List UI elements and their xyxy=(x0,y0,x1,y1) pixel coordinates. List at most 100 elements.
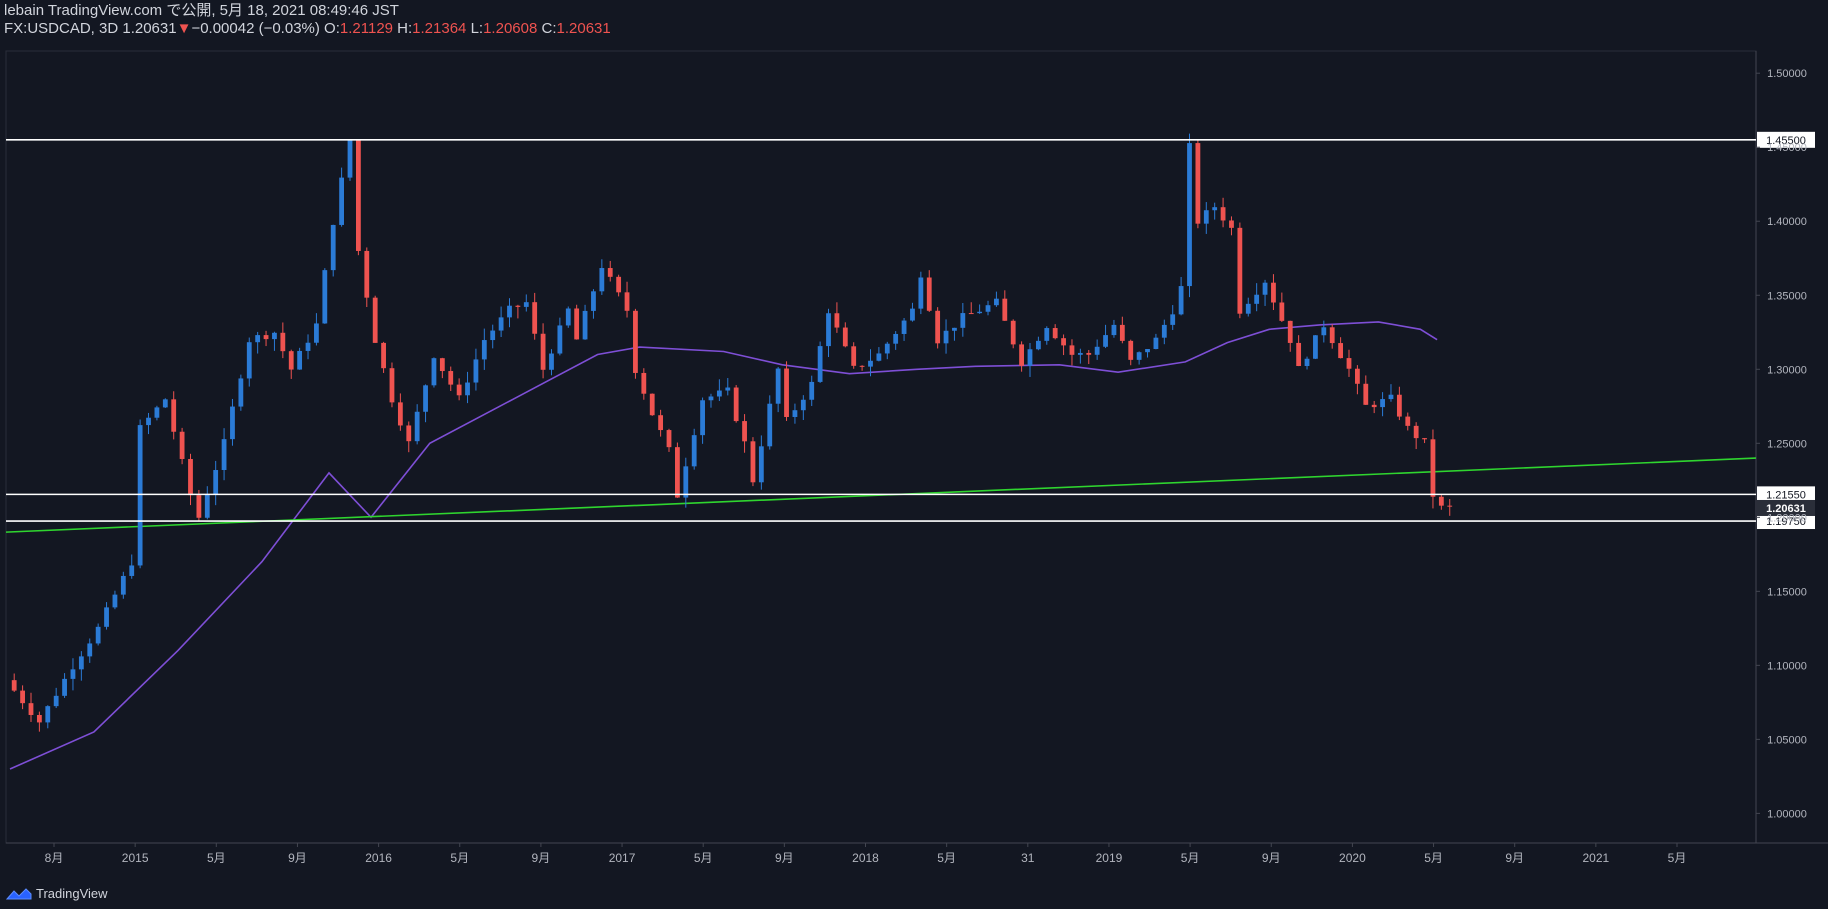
candle xyxy=(1430,429,1436,509)
candle xyxy=(347,139,353,181)
candle-body xyxy=(230,406,235,440)
candle-body xyxy=(574,308,580,340)
candle xyxy=(910,302,915,322)
candle-body xyxy=(868,360,873,367)
candle-body xyxy=(465,382,470,396)
candle-body xyxy=(490,330,496,341)
candle xyxy=(423,384,428,423)
candle-body xyxy=(213,470,219,495)
candle-body xyxy=(666,430,672,448)
candle xyxy=(120,571,126,599)
last-price-box xyxy=(1757,499,1815,516)
tradingview-watermark[interactable]: TradingView xyxy=(6,886,108,901)
candle xyxy=(36,711,42,732)
candle xyxy=(1010,319,1016,349)
level-label: 1.45500 xyxy=(1766,135,1806,147)
candle-body xyxy=(792,410,798,417)
candle-body xyxy=(120,575,126,595)
price-tick-label: 1.20000 xyxy=(1767,512,1807,524)
candles-layer xyxy=(11,133,1453,732)
candle-body xyxy=(1027,349,1033,366)
candle-body xyxy=(507,305,512,318)
candle xyxy=(322,268,328,324)
candle xyxy=(591,289,596,319)
candle xyxy=(977,304,983,314)
candle-body xyxy=(607,268,613,277)
candle-body xyxy=(700,400,705,436)
candle xyxy=(800,395,806,420)
candle xyxy=(691,428,697,470)
candle xyxy=(834,302,840,333)
time-tick-label: 9月 xyxy=(1505,851,1524,865)
candle xyxy=(95,623,101,646)
candle xyxy=(179,427,185,465)
candle-body xyxy=(557,325,563,354)
price-tick-label: 1.25000 xyxy=(1767,438,1807,450)
candle xyxy=(1380,392,1385,417)
candle xyxy=(448,366,454,392)
candle xyxy=(1111,319,1117,338)
candle-body xyxy=(1170,314,1176,325)
time-tick-label: 5月 xyxy=(1668,851,1687,865)
candle xyxy=(1044,326,1050,345)
candle-body xyxy=(817,346,823,382)
candle xyxy=(1438,494,1444,510)
candle xyxy=(1296,335,1302,367)
high-value: 1.21364 xyxy=(412,20,467,37)
candle-body xyxy=(1069,345,1075,355)
candle xyxy=(87,638,93,663)
candle xyxy=(1354,365,1360,395)
time-tick-label: 5月 xyxy=(1424,851,1443,865)
candle xyxy=(607,260,613,282)
candle-body xyxy=(1145,348,1150,353)
time-tick-label: 5月 xyxy=(937,851,956,865)
candle-body xyxy=(1380,399,1385,408)
candle-body xyxy=(910,308,915,321)
candle-body xyxy=(582,310,588,340)
candle xyxy=(112,590,118,610)
candle xyxy=(1128,339,1134,366)
candle xyxy=(742,414,747,453)
candle xyxy=(960,303,966,337)
candle-body xyxy=(1237,227,1243,314)
candle-body xyxy=(431,358,437,386)
candle xyxy=(733,385,739,423)
candle xyxy=(918,271,924,315)
candle xyxy=(204,486,210,520)
candle xyxy=(817,341,823,383)
candle-body xyxy=(616,276,622,293)
candle-body xyxy=(1422,438,1427,440)
candle-body xyxy=(1153,337,1159,349)
candle xyxy=(666,428,672,452)
candle xyxy=(1195,139,1201,229)
candle-body xyxy=(196,495,202,518)
candle-body xyxy=(305,342,311,351)
candle xyxy=(1170,305,1176,330)
candle-body xyxy=(87,643,93,657)
candle xyxy=(716,379,722,402)
candle-body xyxy=(515,305,521,307)
candle-body xyxy=(288,351,294,370)
candle xyxy=(574,304,580,340)
candle-body xyxy=(960,313,966,328)
candle-body xyxy=(1321,327,1327,336)
candle xyxy=(565,306,571,328)
candle-body xyxy=(565,308,571,326)
candle-body xyxy=(1287,320,1293,343)
candle-body xyxy=(1447,505,1453,507)
candle xyxy=(439,357,445,379)
publish-info: lebain TradingView.com で公開, 5月 18, 2021 … xyxy=(4,2,399,19)
candle xyxy=(213,460,219,506)
candle-body xyxy=(146,417,151,426)
candle xyxy=(1069,339,1075,366)
candle-body xyxy=(1396,394,1402,417)
candle xyxy=(481,328,487,370)
candle xyxy=(935,307,941,349)
candle xyxy=(1019,341,1024,372)
candle-body xyxy=(1212,207,1218,211)
candle-body xyxy=(95,626,101,644)
candle xyxy=(1119,316,1125,344)
candle-body xyxy=(851,346,857,366)
